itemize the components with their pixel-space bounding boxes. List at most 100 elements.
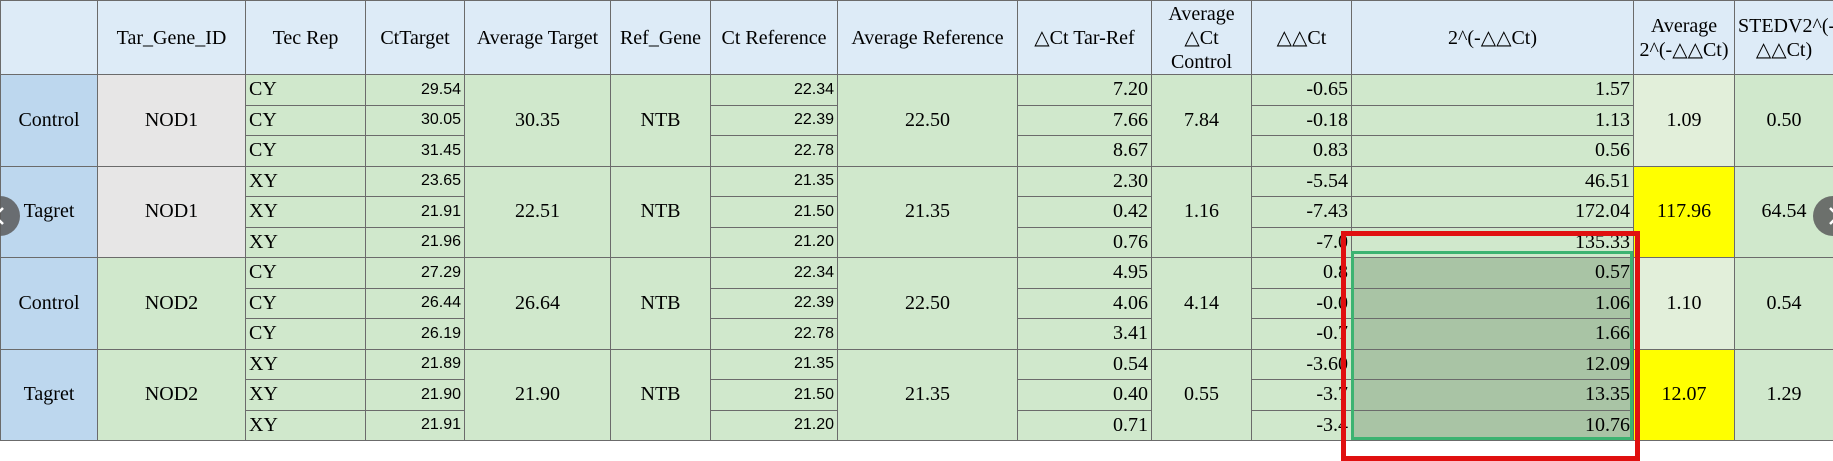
delta-delta-ct: -7.0 — [1252, 227, 1352, 258]
header-cell: Average Reference — [838, 1, 1018, 75]
delta-ct: 7.66 — [1018, 105, 1152, 136]
spreadsheet-view: {"table": { "headers": ["Tar_Gene_ID", "… — [0, 0, 1833, 441]
header-cell: Tar_Gene_ID — [98, 1, 246, 75]
ct-target: 21.91 — [366, 410, 465, 441]
average-delta-ct: 1.16 — [1152, 166, 1252, 258]
ct-target: 23.65 — [366, 166, 465, 197]
delta-ct: 0.40 — [1018, 380, 1152, 411]
ct-target: 26.44 — [366, 288, 465, 319]
fold-change: 0.56 — [1352, 136, 1634, 167]
selection-box — [1351, 251, 1633, 440]
ct-target: 21.91 — [366, 197, 465, 228]
delta-delta-ct: -0.0 — [1252, 288, 1352, 319]
gene-id: NOD1 — [98, 75, 246, 167]
delta-delta-ct: -0.65 — [1252, 75, 1352, 106]
chevron-right — [1825, 206, 1833, 226]
ct-reference: 22.39 — [711, 105, 838, 136]
header-cell: Average Target — [465, 1, 611, 75]
gene-id: NOD2 — [98, 258, 246, 350]
average-reference: 21.35 — [838, 349, 1018, 441]
ct-reference: 22.34 — [711, 75, 838, 106]
tec-rep: XY — [246, 197, 366, 228]
ct-target: 21.96 — [366, 227, 465, 258]
delta-ct: 0.42 — [1018, 197, 1152, 228]
average-target: 21.90 — [465, 349, 611, 441]
header-cell: Average 2^(-△△Ct) — [1634, 1, 1735, 75]
tec-rep: XY — [246, 166, 366, 197]
ct-target: 30.05 — [366, 105, 465, 136]
average-delta-ct: 4.14 — [1152, 258, 1252, 350]
header-cell: STEDV2^(-△△Ct) — [1735, 1, 1833, 75]
tec-rep: CY — [246, 136, 366, 167]
chevron-left — [0, 206, 8, 226]
fold-change: 172.04 — [1352, 197, 1634, 228]
tec-rep: CY — [246, 258, 366, 289]
stdev-fold-change: 0.50 — [1735, 75, 1833, 167]
header-cell: Tec Rep — [246, 1, 366, 75]
average-delta-ct: 7.84 — [1152, 75, 1252, 167]
fold-change: 46.51 — [1352, 166, 1634, 197]
average-reference: 21.35 — [838, 166, 1018, 258]
header-cell: 2^(-△△Ct) — [1352, 1, 1634, 75]
average-delta-ct: 0.55 — [1152, 349, 1252, 441]
delta-delta-ct: -0.7 — [1252, 319, 1352, 350]
ct-reference: 21.20 — [711, 410, 838, 441]
header-cell: Ref_Gene — [611, 1, 711, 75]
average-reference: 22.50 — [838, 258, 1018, 350]
tec-rep: CY — [246, 105, 366, 136]
average-target: 26.64 — [465, 258, 611, 350]
delta-delta-ct: -3.4 — [1252, 410, 1352, 441]
average-target: 22.51 — [465, 166, 611, 258]
gene-id: NOD1 — [98, 166, 246, 258]
tec-rep: CY — [246, 319, 366, 350]
ct-reference: 21.50 — [711, 197, 838, 228]
group-label: Tagret — [1, 349, 98, 441]
ct-target: 29.54 — [366, 75, 465, 106]
ct-reference: 22.39 — [711, 288, 838, 319]
tec-rep: XY — [246, 227, 366, 258]
delta-delta-ct: 0.8 — [1252, 258, 1352, 289]
ct-reference: 21.20 — [711, 227, 838, 258]
average-target: 30.35 — [465, 75, 611, 167]
ct-target: 31.45 — [366, 136, 465, 167]
delta-delta-ct: -5.54 — [1252, 166, 1352, 197]
tec-rep: XY — [246, 380, 366, 411]
ref-gene: NTB — [611, 166, 711, 258]
ref-gene: NTB — [611, 75, 711, 167]
gene-id: NOD2 — [98, 349, 246, 441]
header-cell — [1, 1, 98, 75]
delta-delta-ct: -3.7 — [1252, 380, 1352, 411]
average-fold-change: 1.10 — [1634, 258, 1735, 350]
delta-ct: 7.20 — [1018, 75, 1152, 106]
delta-ct: 0.76 — [1018, 227, 1152, 258]
header-cell: △△Ct — [1252, 1, 1352, 75]
ct-reference: 22.78 — [711, 319, 838, 350]
ct-target: 21.89 — [366, 349, 465, 380]
ct-target: 27.29 — [366, 258, 465, 289]
stdev-fold-change: 1.29 — [1735, 349, 1833, 441]
average-fold-change: 117.96 — [1634, 166, 1735, 258]
tec-rep: CY — [246, 288, 366, 319]
delta-ct: 0.71 — [1018, 410, 1152, 441]
fold-change: 1.57 — [1352, 75, 1634, 106]
group-label: Control — [1, 258, 98, 350]
average-fold-change: 1.09 — [1634, 75, 1735, 167]
delta-ct: 4.95 — [1018, 258, 1152, 289]
stdev-fold-change: 0.54 — [1735, 258, 1833, 350]
group-label: Control — [1, 75, 98, 167]
tec-rep: XY — [246, 410, 366, 441]
delta-ct: 3.41 — [1018, 319, 1152, 350]
tec-rep: CY — [246, 75, 366, 106]
header-cell: △Ct Tar-Ref — [1018, 1, 1152, 75]
header-cell: Ct Reference — [711, 1, 838, 75]
ct-target: 21.90 — [366, 380, 465, 411]
ref-gene: NTB — [611, 258, 711, 350]
delta-delta-ct: -3.60 — [1252, 349, 1352, 380]
average-fold-change: 12.07 — [1634, 349, 1735, 441]
delta-delta-ct: -0.18 — [1252, 105, 1352, 136]
ct-reference: 21.35 — [711, 349, 838, 380]
ct-target: 26.19 — [366, 319, 465, 350]
average-reference: 22.50 — [838, 75, 1018, 167]
